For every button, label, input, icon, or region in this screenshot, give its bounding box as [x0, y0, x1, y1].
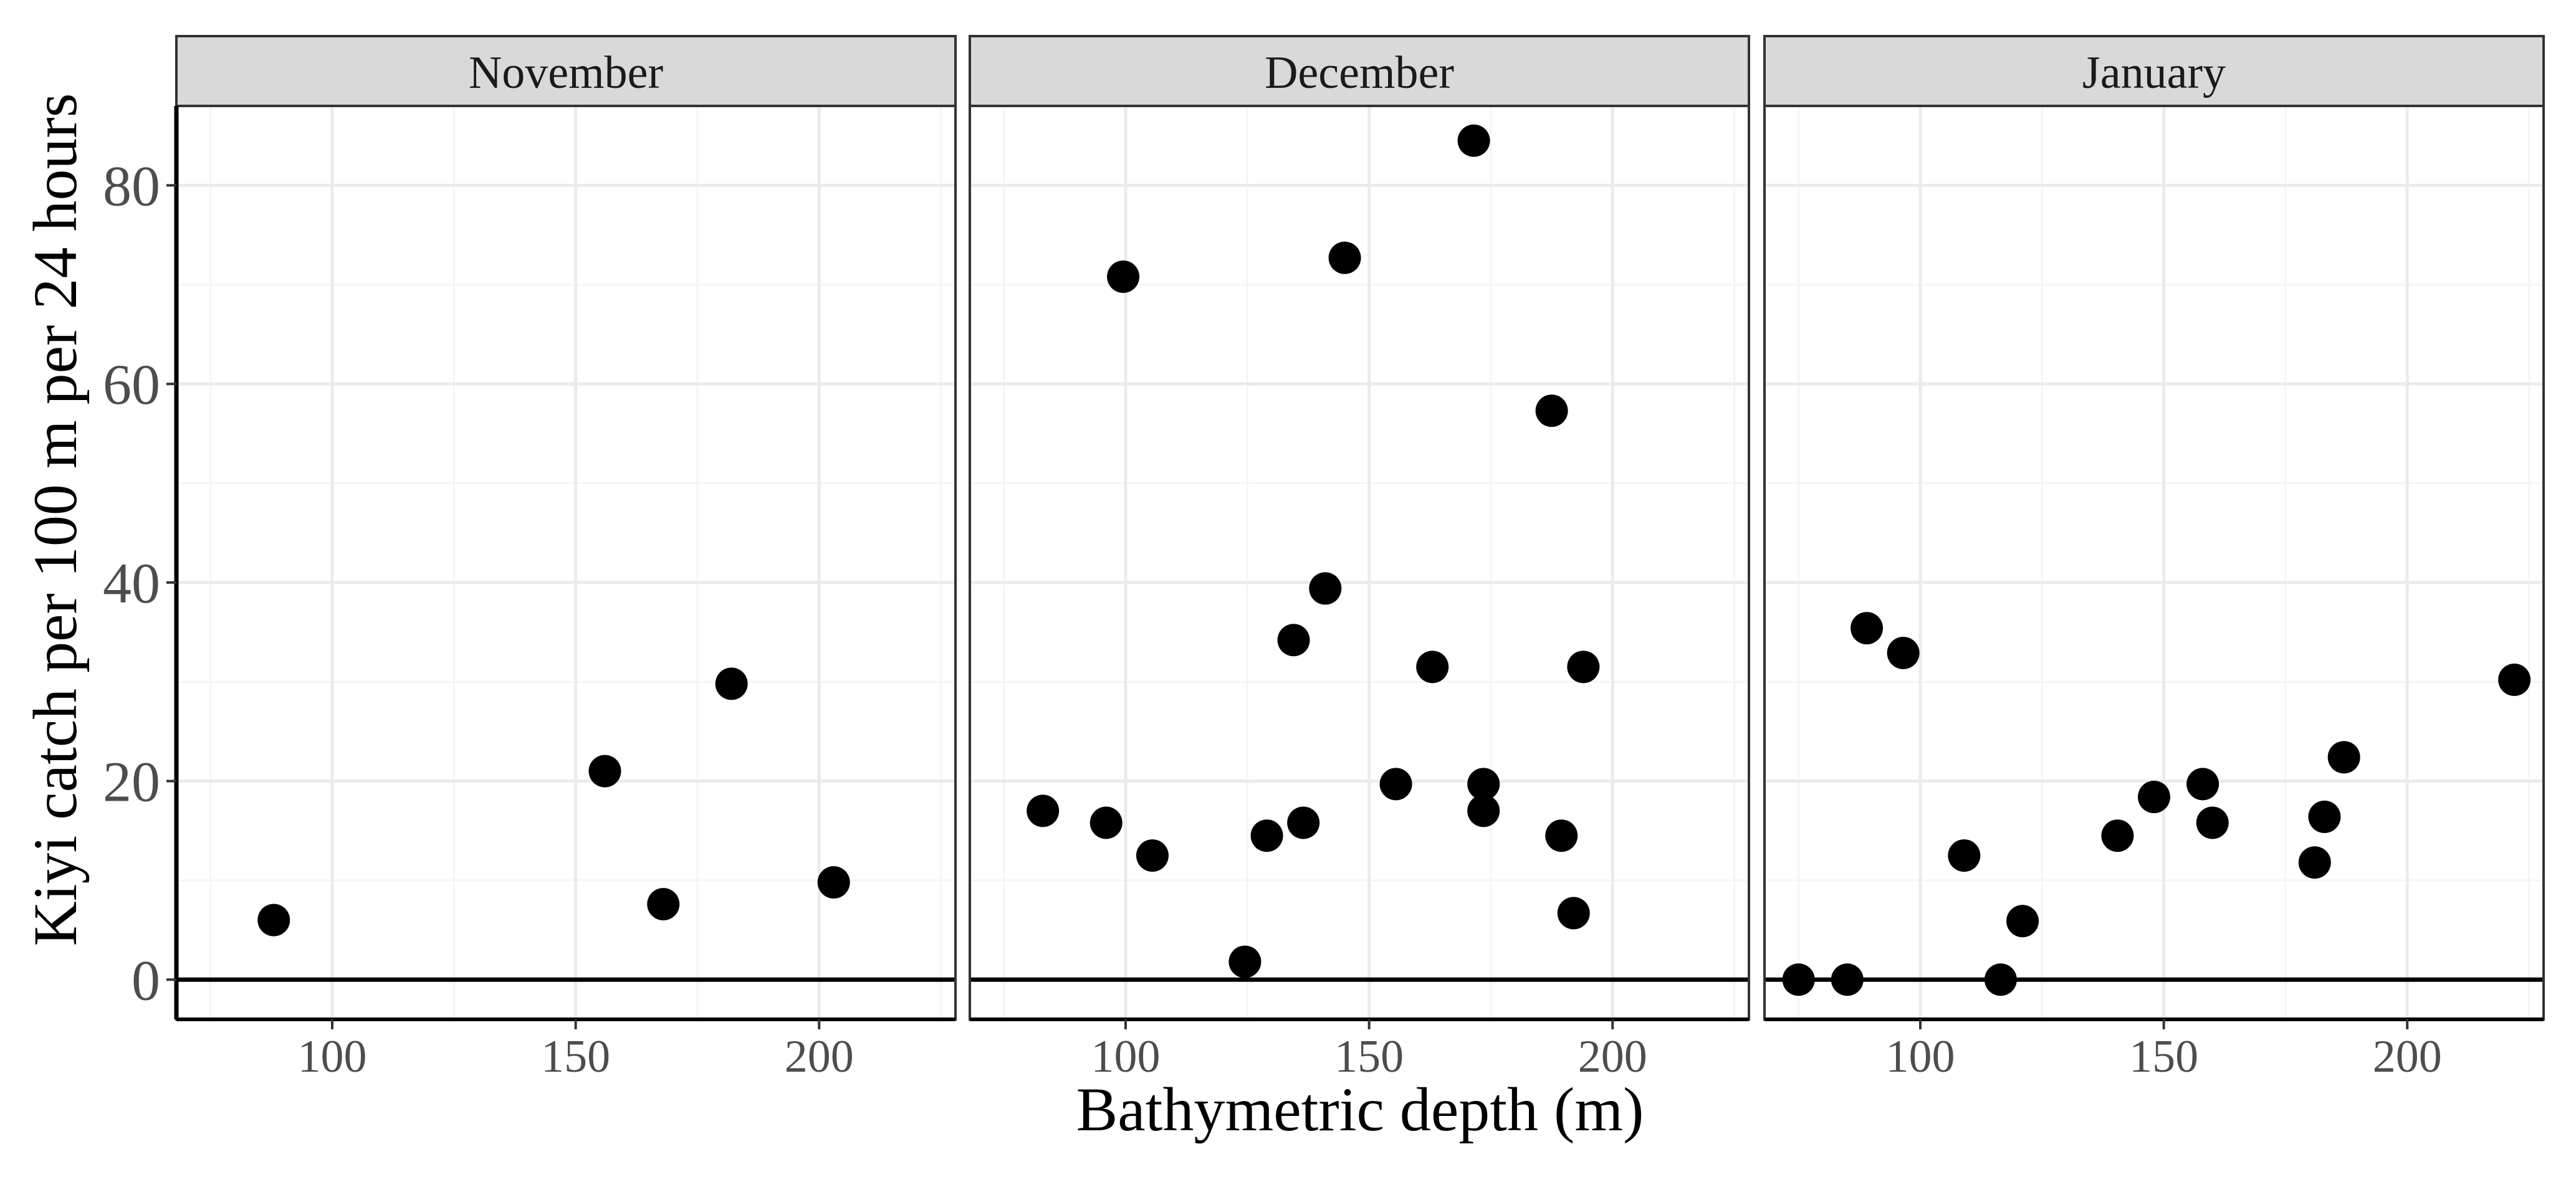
x-tick-label: 150: [2129, 1031, 2198, 1082]
data-point: [2186, 768, 2219, 801]
data-point: [1557, 897, 1590, 930]
data-point: [1887, 637, 1920, 670]
y-tick-label: 0: [132, 948, 160, 1012]
data-point: [817, 866, 850, 899]
facet-strip: [1763, 35, 2545, 107]
x-axis-title: Bathymetric depth (m): [1076, 1075, 1644, 1144]
x-tick-label: 200: [2373, 1031, 2442, 1082]
data-point: [1328, 241, 1361, 274]
data-point: [1467, 794, 1500, 827]
data-point: [2298, 846, 2331, 879]
data-point: [647, 888, 680, 921]
data-point: [2498, 664, 2531, 697]
x-tick-label: 200: [1578, 1031, 1647, 1082]
data-point: [1287, 806, 1320, 839]
facet-strip: [175, 35, 957, 107]
data-point: [1228, 945, 1262, 978]
data-point: [2327, 741, 2360, 774]
facet-panel-january: January 100 150 200: [1763, 35, 2545, 1082]
x-tick-label: 150: [541, 1031, 610, 1082]
x-tick-label: 200: [785, 1031, 854, 1082]
data-point: [1250, 819, 1283, 852]
data-point: [1535, 394, 1568, 427]
data-point: [2138, 781, 2170, 814]
data-point: [1457, 124, 1490, 157]
data-point: [2196, 806, 2229, 839]
data-point: [1277, 624, 1310, 657]
data-point: [1309, 572, 1342, 605]
data-point: [1567, 650, 1600, 684]
facet-strip: [969, 35, 1750, 107]
y-tick-label: 40: [103, 551, 160, 615]
data-point: [1851, 612, 1884, 645]
x-tick-label: 150: [1334, 1031, 1404, 1082]
data-point: [2006, 905, 2039, 938]
data-point: [1948, 839, 1981, 872]
panel-background: [970, 106, 1749, 1019]
data-point: [1467, 768, 1500, 801]
panel-background: [1764, 106, 2544, 1019]
x-tick-label: 100: [1091, 1031, 1161, 1082]
facet-panel-december: December 100 150 200: [969, 35, 1750, 1082]
facet-strip-label: December: [1265, 47, 1454, 98]
y-axis-title: Kiyi catch per 100 m per 24 hours: [21, 93, 90, 946]
data-point: [257, 903, 290, 936]
x-tick-label: 100: [1886, 1031, 1955, 1082]
y-tick-label: 80: [103, 154, 160, 217]
data-point: [1089, 806, 1123, 839]
facet-strip-label: January: [2082, 47, 2226, 98]
data-point: [1984, 963, 2017, 996]
data-point: [588, 755, 621, 788]
x-tick-label: 100: [298, 1031, 367, 1082]
data-point: [1027, 794, 1060, 827]
data-point: [715, 667, 748, 700]
data-point: [1782, 963, 1815, 996]
data-point: [1107, 260, 1140, 293]
data-point: [1831, 963, 1864, 996]
panel-background: [176, 106, 955, 1019]
data-point: [2101, 819, 2134, 852]
data-point: [1379, 768, 1412, 801]
data-point: [1136, 839, 1169, 872]
y-axis: 0 20 40 60 80: [103, 106, 179, 1019]
facet-panel-november: November 100 150 200: [175, 35, 957, 1082]
y-tick-label: 20: [103, 750, 160, 814]
facet-strip-label: November: [469, 47, 663, 98]
y-tick-label: 60: [103, 353, 160, 416]
data-point: [1416, 650, 1449, 684]
data-point: [2308, 800, 2341, 833]
data-point: [1545, 819, 1578, 852]
